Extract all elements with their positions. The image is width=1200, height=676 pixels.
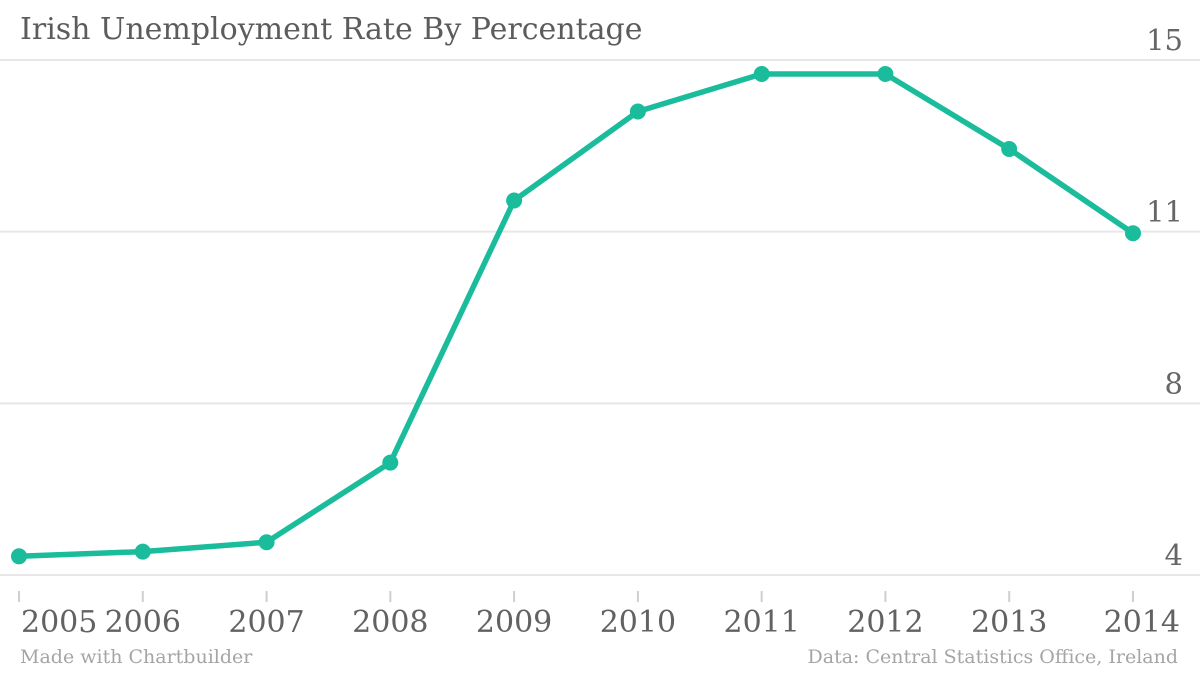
data-point — [506, 192, 523, 209]
x-axis-tick-label: 2006 — [105, 605, 181, 640]
x-axis-tick-label: 2009 — [476, 605, 552, 640]
data-point — [753, 66, 770, 82]
x-axis-tick-label: 2012 — [847, 605, 923, 640]
x-axis-tick-label: 2005 — [21, 605, 97, 640]
y-axis-tick-label: 8 — [1165, 366, 1183, 400]
data-point — [1125, 225, 1141, 242]
x-axis-tick-label: 2007 — [228, 605, 304, 640]
data-point — [877, 66, 894, 82]
y-axis-tick-label: 11 — [1146, 195, 1183, 229]
x-axis-tick-label: 2010 — [600, 605, 676, 640]
x-axis-tick-label: 2014 — [1104, 605, 1180, 640]
chart-title: Irish Unemployment Rate By Percentage — [20, 12, 643, 47]
data-point — [11, 548, 27, 565]
data-point — [382, 454, 399, 471]
data-point — [258, 534, 275, 551]
x-axis-tick-label: 2008 — [352, 605, 428, 640]
data-point — [629, 103, 646, 120]
x-axis-tick-label: 2011 — [723, 605, 799, 640]
chartbuilder-credit: Made with Chartbuilder — [20, 646, 253, 668]
data-point — [134, 543, 151, 560]
series-line — [16, 71, 1136, 560]
y-axis-tick-label: 15 — [1146, 23, 1183, 57]
y-axis-tick-label: 4 — [1165, 538, 1183, 572]
data-point — [1001, 141, 1018, 157]
x-axis-tick-label: 2013 — [971, 605, 1047, 640]
data-source: Data: Central Statistics Office, Ireland — [807, 646, 1178, 668]
